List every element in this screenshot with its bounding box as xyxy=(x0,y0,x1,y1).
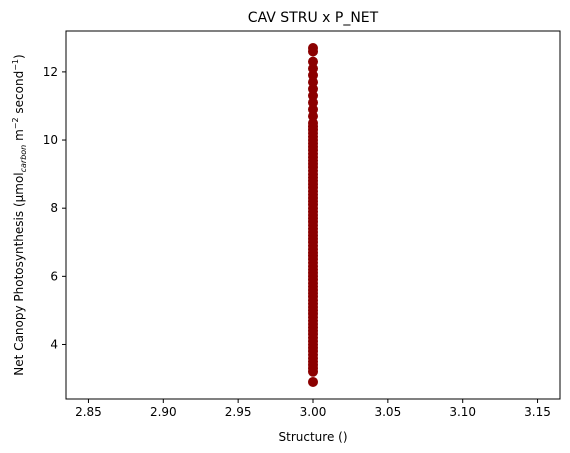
data-points xyxy=(308,43,318,387)
y-axis-label-mid: m xyxy=(12,129,26,145)
x-tick-label: 2.90 xyxy=(150,405,177,419)
x-tick-label: 2.85 xyxy=(75,405,102,419)
y-tick-label: 4 xyxy=(50,337,58,351)
y-axis-label: Net Canopy Photosynthesis (µmolcarbon m−… xyxy=(11,54,28,375)
x-axis-ticks: 2.85 2.90 2.95 3.00 3.05 3.10 3.15 xyxy=(75,399,551,419)
x-tick-label: 3.10 xyxy=(449,405,476,419)
data-point xyxy=(308,43,318,54)
y-axis-label-suffix: ) xyxy=(12,54,26,59)
y-tick-label: 8 xyxy=(50,201,58,215)
y-tick-label: 10 xyxy=(43,133,58,147)
data-point xyxy=(308,376,318,387)
x-tick-label: 2.95 xyxy=(225,405,252,419)
x-tick-label: 3.05 xyxy=(374,405,401,419)
chart-title: CAV STRU x P_NET xyxy=(248,10,379,26)
y-tick-label: 12 xyxy=(43,65,58,79)
x-tick-label: 3.00 xyxy=(300,405,327,419)
y-axis-label-sup1: −2 xyxy=(11,117,20,129)
y-axis-label-sup2: −1 xyxy=(11,59,20,71)
y-axis-label-mid2: second xyxy=(12,71,26,118)
data-point xyxy=(308,56,318,67)
y-axis-label-prefix: Net Canopy Photosynthesis (µmol xyxy=(12,172,26,375)
x-axis-label: Structure () xyxy=(279,430,348,444)
y-axis-label-subscript: carbon xyxy=(19,145,28,173)
x-tick-label: 3.15 xyxy=(524,405,551,419)
y-axis-ticks: 4 6 8 10 12 xyxy=(43,65,66,351)
y-tick-label: 6 xyxy=(50,269,58,283)
